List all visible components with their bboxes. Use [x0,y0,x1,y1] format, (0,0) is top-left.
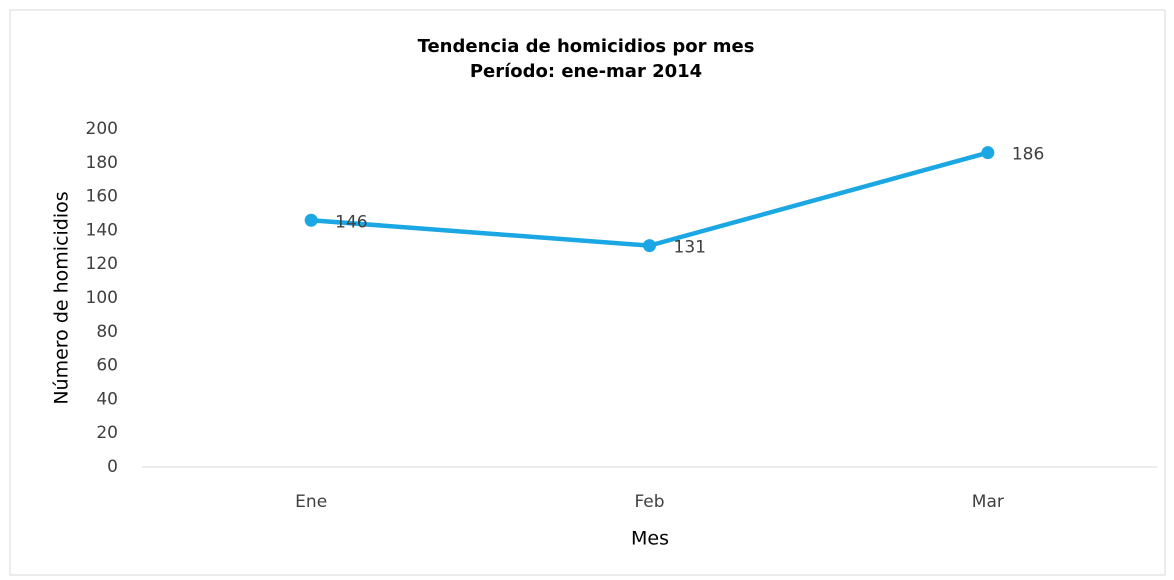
data-point [304,213,318,227]
data-label: 146 [335,212,367,232]
chart-border [9,9,1166,576]
x-tick-label: Feb [634,492,664,512]
x-tick-label: Ene [295,492,327,512]
data-label: 186 [1012,145,1044,165]
y-tick-label: 160 [86,187,118,207]
chart-title: Tendencia de homicidios por mes [418,36,755,57]
y-tick-label: 180 [86,153,118,173]
x-tick-label: Mar [972,492,1004,512]
y-axis-title: Número de homicidios [51,191,73,404]
y-tick-label: 100 [86,288,118,308]
y-tick-label: 200 [86,119,118,139]
x-axis-title: Mes [631,528,669,550]
y-tick-label: 20 [96,423,118,443]
y-tick-label: 80 [96,322,118,342]
y-tick-label: 0 [107,457,118,477]
data-point [643,239,656,253]
data-point [981,146,995,160]
y-tick-label: 140 [86,220,118,240]
chart-subtitle: Período: ene-mar 2014 [470,61,702,82]
data-label: 131 [674,238,706,258]
y-tick-label: 120 [86,254,118,274]
y-tick-label: 60 [96,356,118,376]
y-tick-label: 40 [96,389,118,409]
